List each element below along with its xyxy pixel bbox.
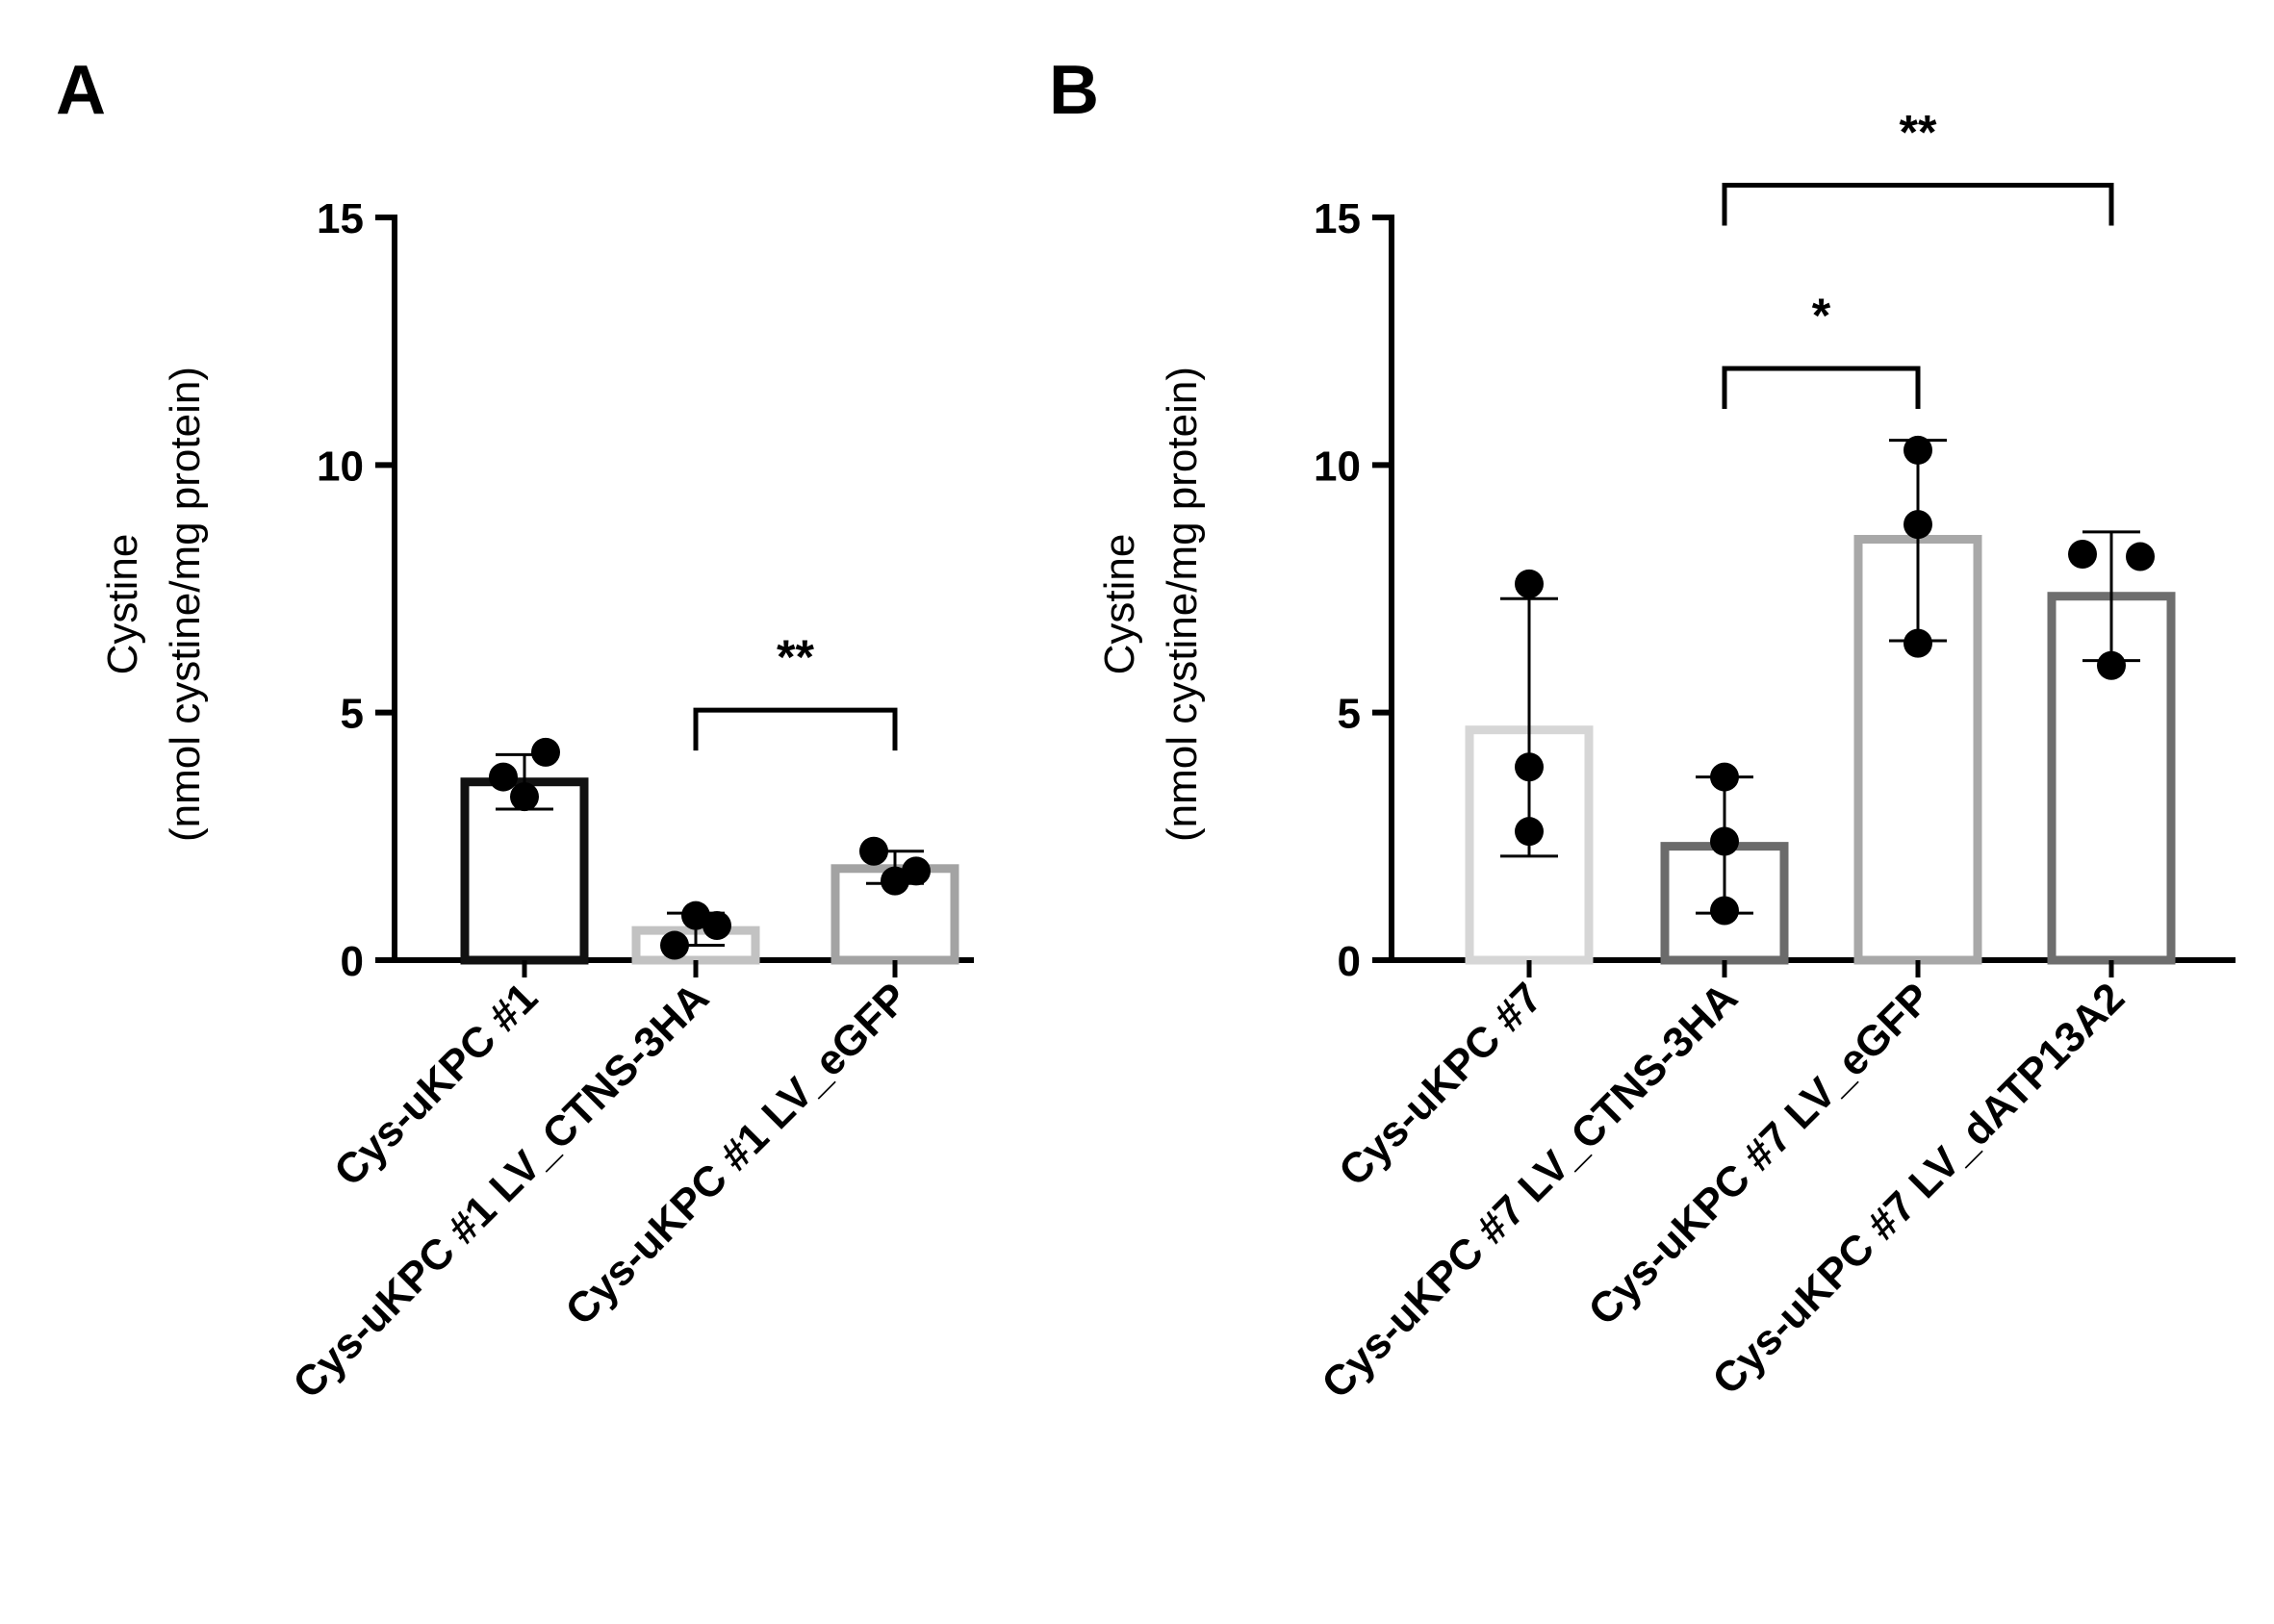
panel-b-data-point	[1904, 510, 1932, 540]
panel-b-ylabel-line1: Cystine	[1096, 534, 1143, 675]
panel-b-y-tick-label: 10	[1314, 443, 1361, 490]
panel-b-data-point	[2097, 650, 2126, 680]
panel-b-y-tick-label: 15	[1314, 195, 1361, 242]
panel-a-significance-label: **	[777, 630, 814, 684]
panel-a-data-point	[510, 782, 539, 812]
panel-a-data-point	[531, 737, 560, 767]
panel-a-data-point	[859, 836, 888, 866]
panel-b-category-label: Cys-uKPC #7 LV_dATP13A2	[1703, 974, 2133, 1404]
panel-b-y-tick-label: 5	[1338, 691, 1361, 738]
panel-b-data-point	[1515, 752, 1544, 782]
panel-b-data-point	[1515, 569, 1544, 598]
panel-b-data-point	[1904, 435, 1932, 465]
panel-a-y-tick-label: 15	[317, 195, 364, 242]
panel-a-y-tick-label: 10	[317, 443, 364, 490]
panel-b-category-label: Cys-uKPC #7	[1330, 974, 1551, 1195]
panel-b-significance-label: **	[1900, 106, 1937, 160]
panel-a-y-tick-label: 0	[341, 938, 364, 985]
panel-a-ylabel-line2: (nmol cystine/mg protein)	[162, 367, 209, 842]
panel-a-category-label: Cys-uKPC #1 LV_eGFP	[556, 974, 917, 1334]
panel-b-data-point	[2068, 539, 2097, 569]
panel-a: A Cystine (nmol cystine/mg protein) 0 5 10…	[56, 52, 974, 1408]
panel-a-letter: A	[56, 52, 106, 129]
panel-a-ylabel-line1: Cystine	[99, 534, 146, 675]
panel-b-data-point	[1515, 817, 1544, 847]
panel-a-data-point	[703, 910, 731, 940]
panel-b: B Cystine (nmol cystine/mg protein) 0 5 10…	[1049, 52, 2236, 1408]
panel-a-y-tick-label: 5	[341, 691, 364, 738]
panel-a-data-point	[902, 856, 931, 886]
panel-b-significance-bracket	[1722, 183, 2114, 226]
panel-a-data-point	[660, 930, 689, 960]
panel-b-data-point	[1904, 628, 1932, 658]
panel-a-data-point	[489, 762, 518, 792]
panel-b-letter: B	[1049, 52, 1099, 129]
panel-b-data-point	[1710, 826, 1739, 856]
panel-b-y-tick-label: 0	[1338, 938, 1361, 985]
panel-b-ylabel-line2: (nmol cystine/mg protein)	[1159, 367, 1206, 842]
panel-b-data-point	[2126, 542, 2155, 571]
panel-b-significance-bracket	[1722, 366, 1921, 409]
panel-a-significance-bracket	[693, 707, 898, 751]
panel-b-data-point	[1710, 896, 1739, 926]
panel-b-significance-label: *	[1812, 289, 1831, 343]
panel-b-category-label: Cys-uKPC #7 LV_CTNS-3HA	[1313, 974, 1747, 1408]
panel-b-data-point	[1710, 762, 1739, 792]
panel-b-category-label: Cys-uKPC #7 LV_eGFP	[1579, 974, 1940, 1334]
